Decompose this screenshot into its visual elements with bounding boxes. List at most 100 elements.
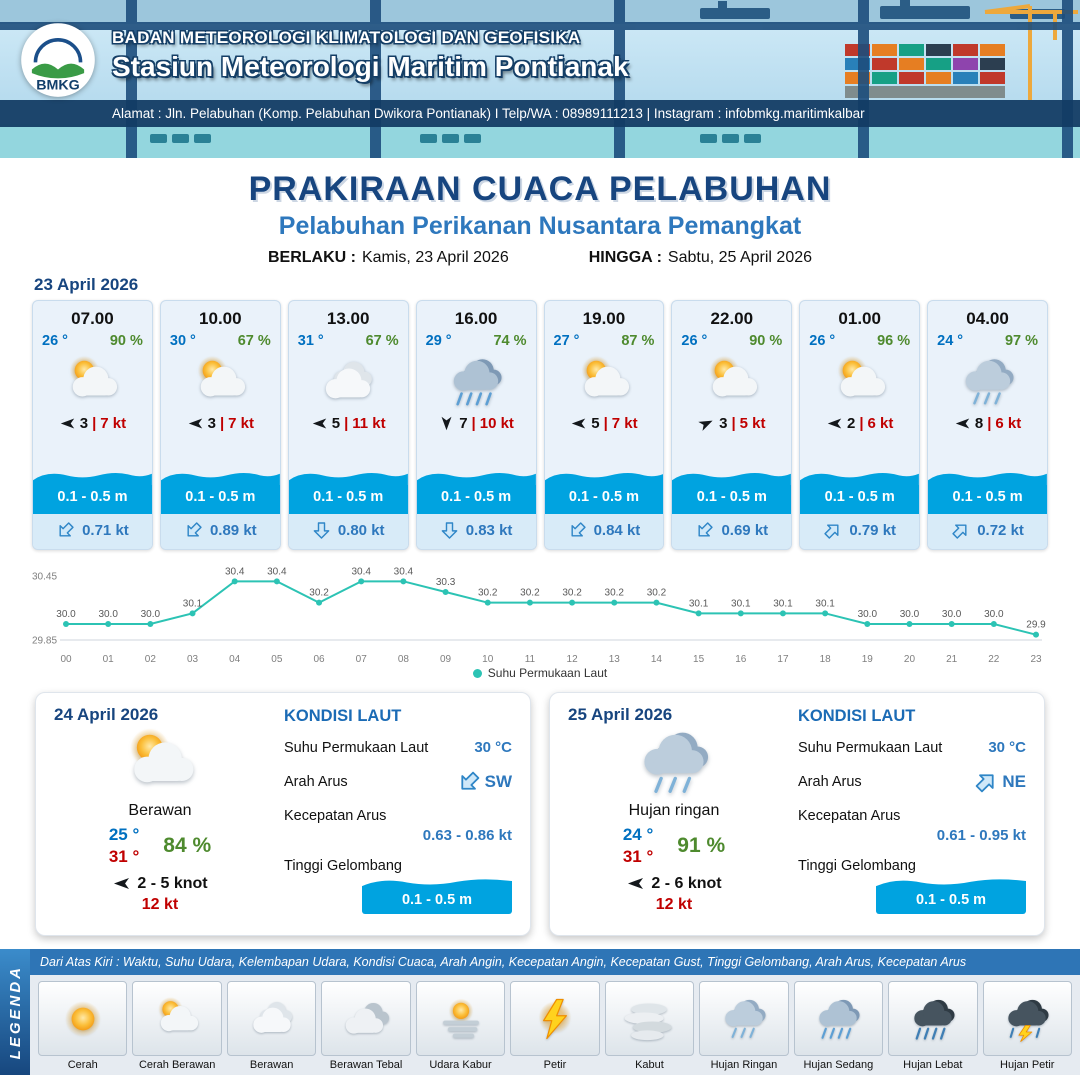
legend-item: Hujan Petir bbox=[982, 981, 1072, 1072]
weather-condition: Berawan bbox=[128, 802, 192, 819]
svg-text:01: 01 bbox=[103, 654, 115, 664]
humidity: 67 % bbox=[237, 333, 271, 349]
bmkg-logo-text: BMKG bbox=[36, 78, 80, 94]
wind-row: 2 - 6 knot bbox=[568, 874, 780, 893]
current-direction-label: Arah Arus bbox=[284, 774, 348, 790]
wave-height-band: 0.1 - 0.5 m bbox=[416, 469, 536, 514]
current-speed-value: 0.63 - 0.86 kt bbox=[422, 827, 512, 844]
wind-direction-icon bbox=[826, 415, 843, 432]
current-speed: 0.71 kt bbox=[82, 522, 129, 539]
svg-text:30.2: 30.2 bbox=[562, 588, 582, 599]
weather-condition: Hujan ringan bbox=[628, 802, 720, 819]
svg-text:30.45: 30.45 bbox=[32, 572, 57, 583]
current-speed: 0.79 kt bbox=[849, 522, 897, 539]
svg-text:16: 16 bbox=[735, 654, 747, 664]
svg-text:11: 11 bbox=[525, 654, 536, 664]
valid-from-label: BERLAKU : bbox=[267, 249, 356, 266]
wind-row: 3 | 5 kt bbox=[672, 413, 791, 437]
svg-text:00: 00 bbox=[60, 654, 72, 664]
svg-text:10: 10 bbox=[482, 654, 494, 664]
current-row: 0.69 kt bbox=[672, 514, 792, 549]
legend-dot-icon bbox=[472, 668, 482, 678]
svg-text:29.9: 29.9 bbox=[1026, 620, 1046, 631]
svg-text:30.2: 30.2 bbox=[520, 588, 540, 599]
current-direction-icon bbox=[452, 765, 486, 799]
current-speed-value: 0.61 - 0.95 kt bbox=[936, 827, 1026, 844]
wave-height: 0.1 - 0.5 m bbox=[160, 485, 280, 514]
svg-text:30.2: 30.2 bbox=[605, 588, 625, 599]
page-title: PRAKIRAAN CUACA PELABUHAN bbox=[248, 170, 832, 208]
current-direction: NE bbox=[1002, 772, 1026, 791]
address-bar: Alamat : Jln. Pelabuhan (Komp. Pelabuhan… bbox=[0, 100, 1080, 127]
weather-icon-hujan-sedang bbox=[417, 351, 536, 413]
svg-text:06: 06 bbox=[313, 654, 325, 664]
svg-text:05: 05 bbox=[271, 654, 283, 664]
wave-height: 0.1 - 0.5 m bbox=[672, 485, 792, 514]
wind-direction-icon bbox=[695, 412, 718, 435]
forecast-card: 07.00 26 ° 90 % 3 | 7 kt 0.1 - 0.5 m 0.71… bbox=[32, 300, 153, 550]
wave-height-band: 0.1 - 0.5 m bbox=[288, 469, 408, 514]
berawan-icon bbox=[226, 981, 317, 1056]
terminal-seats bbox=[150, 134, 761, 143]
temp-min: 24 ° bbox=[622, 825, 654, 844]
wind-row: 5 | 7 kt bbox=[545, 413, 664, 437]
svg-text:30.4: 30.4 bbox=[267, 566, 287, 577]
chart-legend: Suhu Permukaan Laut bbox=[30, 666, 1050, 680]
svg-text:08: 08 bbox=[398, 654, 410, 664]
legend-item: Udara Kabur bbox=[415, 981, 506, 1072]
air-temperature: 24 ° bbox=[937, 333, 964, 349]
wind-direction-icon bbox=[570, 415, 587, 432]
gust-speed: 12 kt bbox=[141, 896, 179, 913]
svg-text:30.2: 30.2 bbox=[647, 588, 667, 599]
wave-height: 0.1 - 0.5 m bbox=[544, 485, 664, 514]
svg-text:30.2: 30.2 bbox=[478, 588, 498, 599]
valid-to-label: HINGGA : bbox=[588, 249, 662, 266]
daily-date: 24 April 2026 bbox=[54, 705, 159, 724]
gust-speed: 7 kt bbox=[611, 415, 638, 432]
wind-row: 3 | 7 kt bbox=[161, 413, 280, 437]
humidity: 90 % bbox=[109, 333, 143, 349]
current-speed: 0.89 kt bbox=[209, 522, 257, 539]
wave-height-label: Tinggi Gelombang bbox=[798, 858, 916, 874]
current-speed: 0.72 kt bbox=[977, 522, 1024, 539]
hujan-petir-icon bbox=[982, 981, 1072, 1056]
svg-text:30.0: 30.0 bbox=[98, 609, 118, 620]
forecast-time: 22.00 bbox=[710, 309, 754, 328]
svg-text:07: 07 bbox=[356, 654, 368, 664]
wind-range: 2 - 6 knot bbox=[651, 874, 722, 892]
humidity: 84 % bbox=[163, 834, 212, 857]
kabut-icon bbox=[604, 981, 695, 1056]
sea-conditions-title: KONDISI LAUT bbox=[284, 707, 402, 725]
forecast-time: 10.00 bbox=[199, 309, 242, 328]
current-speed: 0.83 kt bbox=[465, 522, 513, 539]
legend-item: Hujan Sedang bbox=[793, 981, 884, 1072]
wave-height-band: 0.1 - 0.5 m bbox=[362, 876, 512, 914]
station-name: Stasiun Meteorologi Maritim Pontianak bbox=[112, 51, 629, 82]
current-speed: 0.80 kt bbox=[337, 522, 385, 539]
gust-speed: 7 kt bbox=[100, 415, 127, 432]
wind-direction-icon bbox=[954, 415, 971, 432]
current-direction-icon bbox=[312, 521, 331, 540]
weather-icon-cerah-berawan bbox=[33, 351, 152, 413]
svg-text:18: 18 bbox=[820, 654, 832, 664]
daily-date: 25 April 2026 bbox=[568, 705, 673, 724]
weather-icon-berawan bbox=[289, 351, 408, 413]
petir-icon bbox=[510, 981, 600, 1056]
current-row: 0.79 kt bbox=[800, 514, 920, 549]
wind-speed: 3 bbox=[79, 415, 89, 432]
wind-direction-icon bbox=[59, 415, 76, 432]
agency-name: BADAN METEOROLOGI KLIMATOLOGI DAN GEOFIS… bbox=[112, 28, 581, 47]
current-row: 0.72 kt bbox=[928, 514, 1047, 549]
svg-text:30.1: 30.1 bbox=[183, 598, 203, 609]
wind-speed: 5 bbox=[331, 415, 341, 432]
current-direction-icon bbox=[180, 517, 207, 544]
wind-direction-icon bbox=[187, 415, 204, 432]
current-speed-label: Kecepatan Arus bbox=[284, 808, 387, 824]
wind-range: 2 - 5 knot bbox=[137, 874, 208, 892]
daily-card: 25 April 2026 Hujan ringan 24 ° 91 % 31 … bbox=[549, 692, 1045, 936]
svg-text:22: 22 bbox=[988, 654, 1000, 664]
svg-text:30.2: 30.2 bbox=[309, 588, 329, 599]
gust-speed: 7 kt bbox=[228, 415, 255, 432]
current-row: 0.83 kt bbox=[416, 514, 536, 549]
svg-text:30.1: 30.1 bbox=[689, 598, 709, 609]
